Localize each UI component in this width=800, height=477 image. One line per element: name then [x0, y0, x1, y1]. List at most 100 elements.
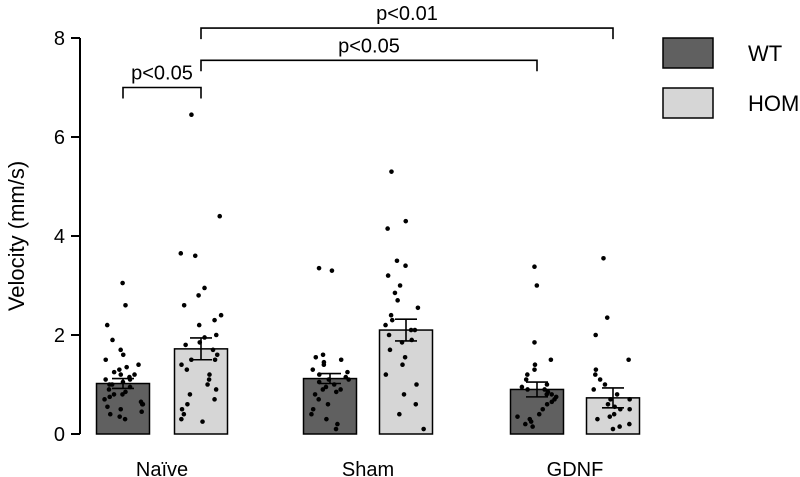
- data-point: [523, 377, 529, 382]
- data-point: [313, 354, 319, 360]
- data-point: [540, 406, 546, 412]
- y-tick-label-2: 4: [54, 226, 65, 248]
- data-point: [414, 382, 419, 387]
- significance-bracket-0: [122, 86, 202, 99]
- data-point: [118, 406, 124, 412]
- data-point: [627, 397, 632, 402]
- data-point: [544, 382, 550, 387]
- data-point: [395, 298, 400, 303]
- bar-hom-1: [378, 329, 434, 435]
- y-tick-label-0: 0: [54, 424, 65, 446]
- data-point: [178, 251, 184, 256]
- y-tick-label-4: 8: [54, 28, 65, 50]
- data-point: [196, 293, 201, 298]
- data-point: [593, 367, 599, 372]
- data-point: [392, 290, 398, 296]
- data-point: [181, 411, 187, 417]
- data-point: [212, 357, 218, 363]
- chart-marks: 0 2 4 6 8 Naïve Sham GDNF p<0.05 p<0.05 p<0.01 WT HO…: [54, 3, 799, 477]
- data-point: [325, 402, 331, 407]
- data-point: [310, 406, 316, 412]
- data-point: [536, 411, 542, 417]
- data-point: [388, 312, 394, 318]
- data-point: [394, 258, 400, 264]
- data-point: [346, 377, 351, 382]
- data-point: [548, 357, 554, 363]
- data-point: [385, 273, 391, 278]
- data-point: [210, 347, 216, 353]
- data-point: [532, 264, 537, 269]
- data-point: [544, 402, 550, 407]
- data-point: [415, 305, 421, 311]
- data-point: [183, 342, 188, 348]
- data-point: [549, 399, 555, 405]
- data-point: [310, 367, 316, 372]
- data-point: [528, 419, 534, 424]
- data-point: [333, 389, 339, 395]
- data-point: [105, 404, 110, 410]
- y-axis-title: Velocity (mm/s): [4, 161, 29, 311]
- data-point: [400, 362, 405, 368]
- data-point: [206, 377, 212, 382]
- data-point: [179, 406, 185, 412]
- data-point: [389, 169, 394, 174]
- data-point: [205, 382, 210, 387]
- data-point: [519, 384, 525, 390]
- data-point: [403, 263, 408, 269]
- data-point: [139, 409, 144, 415]
- data-point: [383, 372, 389, 377]
- data-point: [140, 402, 146, 407]
- data-point: [218, 312, 224, 318]
- data-point: [179, 416, 184, 422]
- data-point: [333, 426, 339, 432]
- data-point: [610, 426, 616, 432]
- data-point: [387, 347, 393, 353]
- data-point: [187, 392, 193, 397]
- data-point: [604, 315, 610, 320]
- data-point: [329, 268, 335, 273]
- data-point: [338, 387, 343, 392]
- category-label-2: GDNF: [547, 459, 604, 477]
- data-point: [312, 392, 318, 397]
- data-point: [320, 352, 326, 358]
- data-point: [605, 402, 611, 407]
- significance-bracket-1: [200, 59, 538, 72]
- data-point: [515, 414, 520, 419]
- data-point: [185, 402, 190, 407]
- data-point: [212, 397, 217, 402]
- data-point: [544, 392, 550, 397]
- data-point: [107, 411, 113, 417]
- data-point: [595, 416, 600, 422]
- data-point: [207, 372, 212, 377]
- data-point: [202, 285, 207, 291]
- legend-swatch-hom: [662, 87, 714, 119]
- data-point: [103, 377, 108, 382]
- data-point: [179, 362, 184, 368]
- data-point: [607, 414, 613, 419]
- data-point: [120, 352, 126, 358]
- data-point: [196, 322, 202, 328]
- data-point: [386, 332, 392, 338]
- data-point: [593, 372, 598, 377]
- data-point: [181, 303, 187, 308]
- y-tick-label-1: 2: [54, 325, 65, 347]
- data-point: [117, 414, 122, 419]
- data-point: [627, 421, 632, 427]
- data-point: [602, 382, 608, 387]
- legend-swatch-wt: [662, 37, 714, 69]
- data-point: [118, 372, 124, 377]
- data-point: [403, 218, 409, 224]
- data-point: [525, 372, 530, 377]
- data-point: [408, 327, 414, 333]
- data-point: [593, 332, 598, 338]
- bar-wt-1: [302, 377, 358, 435]
- data-point: [413, 402, 419, 407]
- data-point: [124, 364, 129, 370]
- data-point: [601, 255, 606, 261]
- data-point: [213, 387, 219, 392]
- significance-bracket-2: [200, 27, 614, 40]
- data-point: [321, 362, 327, 368]
- data-point: [117, 367, 122, 372]
- data-point: [532, 340, 537, 345]
- data-point: [345, 369, 350, 375]
